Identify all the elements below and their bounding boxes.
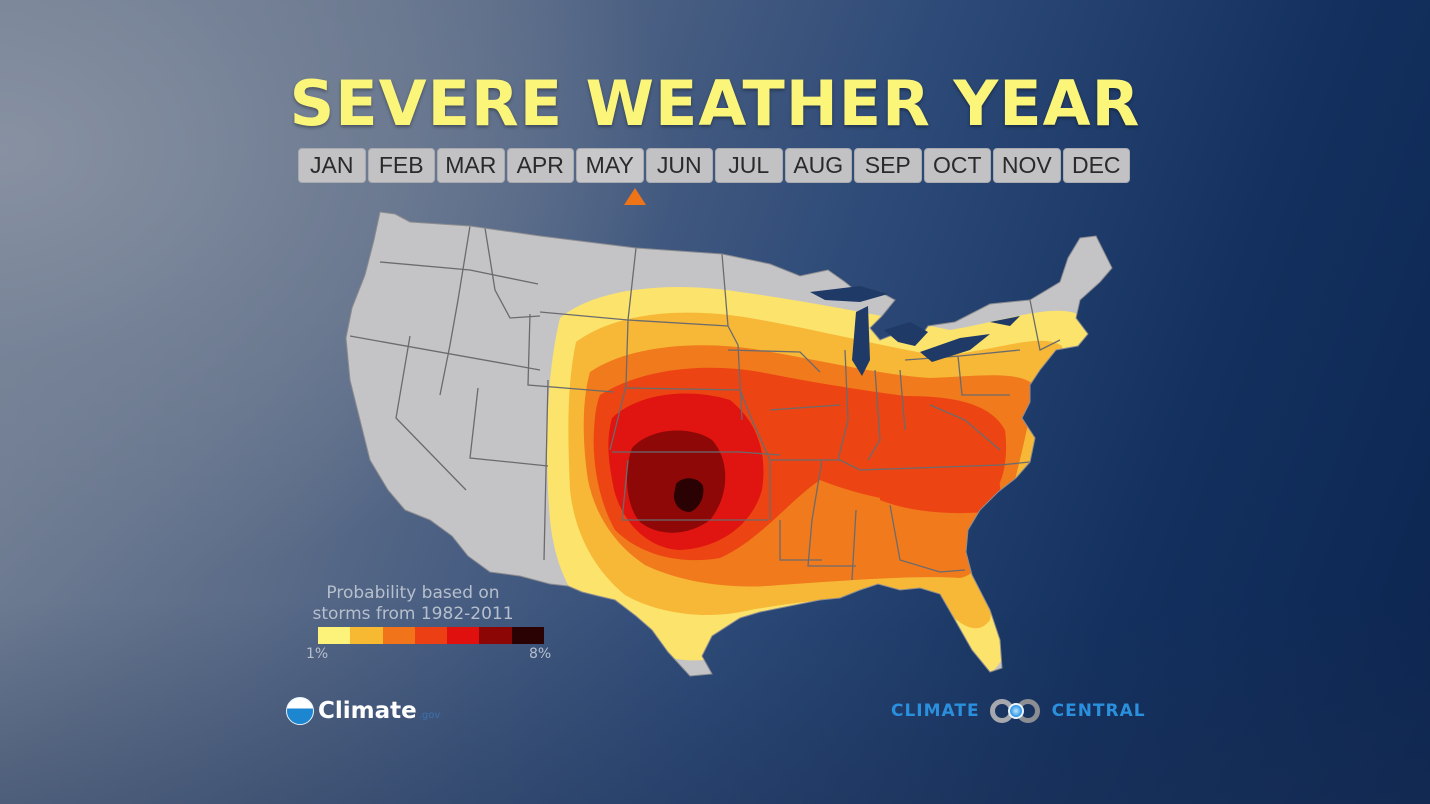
legend-swatch-1	[318, 627, 351, 644]
legend-swatch-7	[511, 627, 544, 644]
legend-swatch-2	[350, 627, 383, 644]
month-tab-apr[interactable]: APR	[506, 148, 574, 183]
page-title: SEVERE WEATHER YEAR	[289, 67, 1141, 140]
month-tab-dec[interactable]: DEC	[1062, 148, 1130, 183]
legend-title-line2: storms from 1982-2011	[312, 604, 514, 624]
climate-central-logo: CLIMATE CENTRAL	[891, 697, 1146, 725]
legend-swatch-3	[382, 627, 415, 644]
state-borders	[349, 225, 1061, 581]
great-lakes	[810, 286, 1020, 376]
climate-gov-text: Climate	[318, 698, 417, 724]
month-tab-jul[interactable]: JUL	[715, 148, 783, 183]
climate-central-left-text: CLIMATE	[891, 701, 980, 721]
month-tab-may[interactable]: MAY	[576, 148, 644, 183]
month-tab-aug[interactable]: AUG	[784, 148, 852, 183]
climate-central-right-text: CENTRAL	[1051, 701, 1146, 721]
legend-swatch-4	[414, 627, 448, 644]
month-tab-jan[interactable]: JAN	[298, 148, 366, 183]
month-tab-jun[interactable]: JUN	[645, 148, 713, 183]
month-tab-feb[interactable]: FEB	[367, 148, 435, 183]
month-tab-oct[interactable]: OCT	[923, 148, 991, 183]
month-tab-mar[interactable]: MAR	[437, 148, 505, 183]
month-selector: JAN FEB MAR APR MAY JUN JUL AUG SEP OCT …	[298, 148, 1130, 183]
legend-swatch-5	[447, 627, 480, 644]
legend-title-line1: Probability based on	[326, 583, 500, 603]
legend-range: 1% 8%	[306, 646, 556, 664]
legend-color-scale	[318, 627, 544, 644]
climate-gov-suffix: .gov	[418, 709, 441, 721]
legend-max-label: 8%	[529, 646, 552, 662]
climate-central-rings-icon	[986, 697, 1046, 725]
noaa-logo-icon	[286, 697, 314, 725]
climate-gov-logo: Climate .gov	[286, 697, 440, 725]
legend-min-label: 1%	[306, 646, 329, 662]
legend: Probability based on storms from 1982-20…	[306, 583, 556, 664]
month-tab-sep[interactable]: SEP	[854, 148, 922, 183]
month-tab-nov[interactable]: NOV	[993, 148, 1061, 183]
legend-swatch-6	[479, 627, 512, 644]
selected-month-pointer-icon	[624, 188, 646, 205]
